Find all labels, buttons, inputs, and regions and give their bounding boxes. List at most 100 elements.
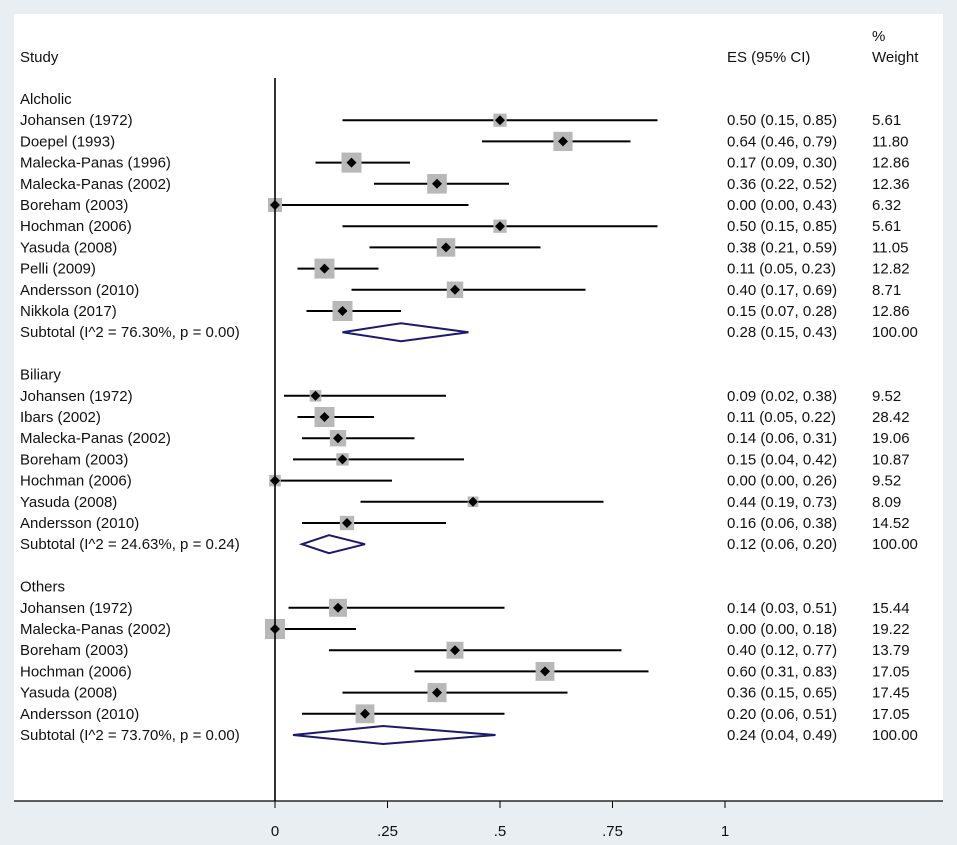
study-label: Hochman (2006)	[20, 218, 132, 235]
subtotal-diamond	[292, 724, 496, 746]
point-estimate	[495, 115, 505, 126]
x-tick-label: .25	[377, 823, 398, 840]
subtotal-weight: 100.00	[872, 324, 918, 341]
header-weight-percent: %	[872, 28, 885, 45]
es-ci-value: 0.14 (0.03, 0.51)	[727, 600, 837, 617]
point-estimate	[319, 412, 330, 422]
study-label: Johansen (1972)	[20, 112, 133, 129]
weight-value: 17.05	[872, 706, 910, 723]
study-label: Boreham (2003)	[20, 197, 128, 214]
weight-value: 9.52	[872, 473, 901, 490]
es-ci-value: 0.00 (0.00, 0.18)	[727, 621, 837, 638]
weight-value: 5.61	[872, 218, 901, 235]
subtotal-es-ci: 0.28 (0.15, 0.43)	[727, 324, 837, 341]
study-label: Pelli (2009)	[20, 261, 96, 278]
point-estimate	[441, 242, 451, 253]
subtotal-es-ci: 0.12 (0.06, 0.20)	[727, 536, 837, 553]
weight-value: 12.82	[872, 261, 910, 278]
weight-value: 15.44	[872, 600, 910, 617]
point-estimate	[540, 666, 550, 677]
study-label: Yasuda (2008)	[20, 685, 117, 702]
weight-value: 10.87	[872, 451, 910, 468]
weight-value: 17.05	[872, 663, 910, 680]
study-label: Hochman (2006)	[20, 663, 132, 680]
point-estimate	[432, 178, 442, 189]
es-ci-value: 0.20 (0.06, 0.51)	[727, 706, 837, 723]
weight-value: 13.79	[872, 642, 910, 659]
study-label: Hochman (2006)	[20, 473, 132, 490]
point-estimate	[495, 221, 505, 232]
weight-value: 28.42	[872, 409, 910, 426]
study-label: Malecka-Panas (2002)	[20, 621, 171, 638]
study-label: Andersson (2010)	[20, 515, 139, 532]
weight-value: 11.05	[872, 239, 908, 256]
weight-value: 8.71	[872, 282, 901, 299]
study-label: Johansen (1972)	[20, 600, 133, 617]
group-label: Alcholic	[20, 91, 72, 108]
point-estimate	[310, 390, 321, 401]
subtotal-weight: 100.00	[872, 536, 918, 553]
es-ci-value: 0.64 (0.46, 0.79)	[727, 133, 837, 150]
weight-value: 9.52	[872, 388, 901, 405]
group-label: Biliary	[20, 367, 61, 384]
point-estimate	[342, 518, 352, 528]
study-label: Andersson (2010)	[20, 706, 139, 723]
weight-value: 12.36	[872, 176, 910, 193]
point-estimate	[468, 496, 478, 507]
point-estimate	[558, 136, 568, 147]
es-ci-value: 0.40 (0.17, 0.69)	[727, 282, 837, 299]
study-label: Yasuda (2008)	[20, 239, 117, 256]
weight-value: 12.86	[872, 303, 910, 320]
es-ci-value: 0.36 (0.15, 0.65)	[727, 685, 837, 702]
plot-area	[14, 14, 943, 801]
header-es: ES (95% CI)	[727, 49, 810, 66]
weight-value: 17.45	[872, 685, 910, 702]
subtotal-diamond	[298, 534, 366, 555]
point-estimate	[450, 284, 460, 295]
study-label: Malecka-Panas (1996)	[20, 155, 171, 172]
group-label: Others	[20, 579, 65, 596]
es-ci-value: 0.00 (0.00, 0.43)	[727, 197, 837, 214]
es-ci-value: 0.17 (0.09, 0.30)	[727, 155, 837, 172]
x-tick-label: .5	[494, 823, 507, 840]
study-label: Malecka-Panas (2002)	[20, 430, 171, 447]
weight-value: 6.32	[872, 197, 901, 214]
subtotal-es-ci: 0.24 (0.04, 0.49)	[727, 727, 837, 744]
study-label: Yasuda (2008)	[20, 494, 117, 511]
study-label: Nikkola (2017)	[20, 303, 117, 320]
es-ci-value: 0.11 (0.05, 0.22)	[727, 409, 836, 426]
es-ci-value: 0.09 (0.02, 0.38)	[727, 388, 837, 405]
point-estimate	[319, 263, 330, 274]
weight-value: 14.52	[872, 515, 910, 532]
study-label: Andersson (2010)	[20, 282, 139, 299]
es-ci-value: 0.14 (0.06, 0.31)	[727, 430, 837, 447]
weight-value: 11.80	[872, 133, 908, 150]
x-tick-label: .75	[602, 823, 623, 840]
study-label: Boreham (2003)	[20, 642, 128, 659]
es-ci-value: 0.40 (0.12, 0.77)	[727, 642, 837, 659]
es-ci-value: 0.50 (0.15, 0.85)	[727, 218, 837, 235]
weight-value: 5.61	[872, 112, 901, 129]
header-weight: Weight	[872, 49, 919, 66]
es-ci-value: 0.38 (0.21, 0.59)	[727, 239, 837, 256]
es-ci-value: 0.50 (0.15, 0.85)	[727, 112, 837, 129]
es-ci-value: 0.15 (0.07, 0.28)	[727, 303, 837, 320]
subtotal-diamond	[342, 322, 469, 343]
es-ci-value: 0.16 (0.06, 0.38)	[727, 515, 837, 532]
point-estimate	[337, 306, 348, 316]
subtotal-label: Subtotal (I^2 = 24.63%, p = 0.24)	[20, 536, 240, 553]
es-ci-value: 0.11 (0.05, 0.23)	[727, 261, 836, 278]
study-label: Johansen (1972)	[20, 388, 133, 405]
study-label: Malecka-Panas (2002)	[20, 176, 171, 193]
es-ci-value: 0.00 (0.00, 0.26)	[727, 473, 837, 490]
study-label: Ibars (2002)	[20, 409, 101, 426]
subtotal-weight: 100.00	[872, 727, 918, 744]
study-label: Doepel (1993)	[20, 133, 115, 150]
study-label: Boreham (2003)	[20, 451, 128, 468]
es-ci-value: 0.44 (0.19, 0.73)	[727, 494, 837, 511]
point-estimate	[450, 645, 460, 656]
point-estimate	[333, 433, 343, 444]
point-estimate	[360, 708, 370, 719]
weight-value: 8.09	[872, 494, 901, 511]
